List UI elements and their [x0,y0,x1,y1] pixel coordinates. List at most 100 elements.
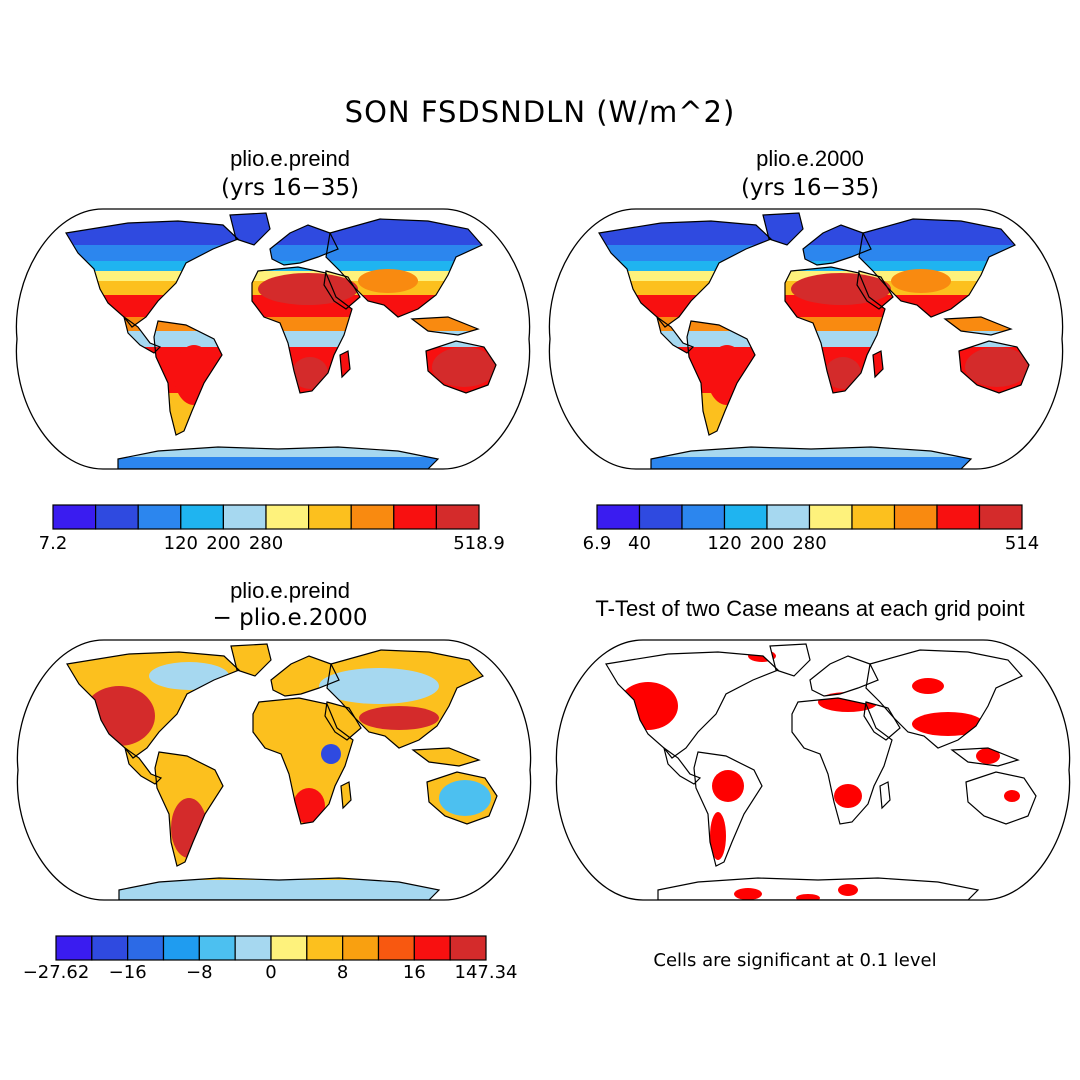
coastline-greenland [769,643,811,677]
coastline-asia [858,218,1016,318]
colorbar-preind-tick-label: 120 [163,533,198,554]
coastline-indonesia [411,747,481,767]
coastline-europe [802,224,872,266]
map-frame [15,208,531,470]
significant-cells [912,712,984,736]
colorbar-2000-swatch [638,504,683,530]
coastline-asia [865,649,1023,749]
colorbar-difference-swatch [306,935,344,961]
coastline-northAmerica [66,651,241,759]
coastline-madagascar [340,781,352,810]
colorbar-preind-swatch [180,504,225,530]
coastline-madagascar [879,781,891,810]
colorbar-preind-swatch [308,504,352,530]
panel3-title: plio.e.preind [230,578,350,603]
colorbar-difference-tick-label: 147.34 [454,962,518,983]
significant-cells [976,748,1000,764]
colorbar-2000-swatch [936,504,981,530]
coastline-northAmerica [605,651,780,759]
significant-cells [834,784,862,808]
coastline-indonesia [950,747,1020,767]
coastline-antarctica [117,446,440,469]
coastline-africa [791,697,893,825]
panel1-subtitle: (yrs 16−35) [220,175,360,201]
coastline-asia [325,218,483,318]
map-band [66,245,496,261]
colorbar-difference-swatch [377,935,415,961]
coastline-arabia [856,270,894,310]
colorbar-difference-swatch [91,935,129,961]
colorbar-difference-swatch [234,935,272,961]
colorbar-2000-swatch [766,504,811,530]
colorbar-difference-swatch [127,935,165,961]
coastline-southAmerica [153,320,223,436]
colorbar-2000-swatch [681,504,726,530]
coastline-indonesia [943,316,1013,336]
coastline-europe [809,655,879,697]
significant-cells [734,888,762,900]
colorbar-2000-tick-label: 514 [1004,533,1040,554]
panel4-title: T-Test of two Case means at each grid po… [595,596,1025,621]
colorbar-difference-swatch [449,935,487,961]
map-band [66,443,496,457]
coastline-northAmerica [65,220,240,328]
significant-cells [818,692,878,712]
panel2-subtitle: (yrs 16−35) [740,175,880,201]
colorbar-preind [52,504,480,530]
colorbar-preind-tick-label: 518.9 [453,533,505,554]
coastline-antarctica [118,877,441,900]
map-frame [555,639,1071,901]
colorbar-2000-tick-label: 200 [749,533,785,554]
coastline-madagascar [872,350,884,379]
colorbar-difference-tick-label: −8 [186,962,213,983]
map-band [66,457,496,469]
map-difference [16,639,532,901]
significant-cells [912,678,944,694]
colorbar-preind-swatch [52,504,97,530]
colorbar-difference-swatch [342,935,380,961]
colorbar-2000-tick-label: 280 [792,533,827,554]
map-band [599,393,1029,443]
map-band [66,317,496,331]
colorbar-preind-tick-label: 280 [248,533,284,554]
colorbar-2000-tick-label: 120 [707,533,742,554]
coastline-asia [326,649,484,749]
coastline-centralAmerica [124,746,163,785]
colorbar-preind-swatch [350,504,395,530]
coastline-europe [269,224,339,266]
coastline-southAmerica [686,320,756,436]
coastline-centralAmerica [656,315,695,354]
map-band [599,245,1029,261]
map-2000 [548,208,1064,470]
coastline-southAmerica [693,751,763,867]
coastline-arabia [323,270,361,310]
colorbar-difference-swatch [162,935,200,961]
colorbar-2000-tick-label: 40 [628,533,651,554]
map-band [599,443,1029,457]
colorbar-difference-tick-label: −16 [108,962,147,983]
coastline-australia [958,340,1030,394]
coastline-australia [425,340,497,394]
coastline-africa [252,697,354,825]
coastline-southAmerica [154,751,224,867]
panel1-title: plio.e.preind [230,146,350,171]
coastline-antarctica [657,877,980,900]
colorbar-2000 [596,504,1023,530]
significant-cells [710,812,726,860]
colorbar-preind-swatch [94,504,139,530]
map-preind [15,208,531,470]
colorbar-2000-swatch [893,504,938,530]
map-band [66,331,496,347]
panel2-title: plio.e.2000 [756,146,864,171]
colorbar-2000-swatch [723,504,768,530]
colorbar-preind-tick-label: 7.2 [38,533,68,554]
coastline-africa [784,266,886,394]
colorbar-2000-swatch [978,504,1023,530]
colorbar-2000-swatch [851,504,896,530]
colorbar-difference [55,935,487,961]
colorbar-difference-swatch [270,935,308,961]
colorbar-difference-swatch [198,935,236,961]
figure-title: SON FSDSNDLN (W/m^2) [344,95,736,129]
colorbar-preind-swatch [435,504,480,530]
panel3-subtitle: − plio.e.2000 [212,605,368,631]
